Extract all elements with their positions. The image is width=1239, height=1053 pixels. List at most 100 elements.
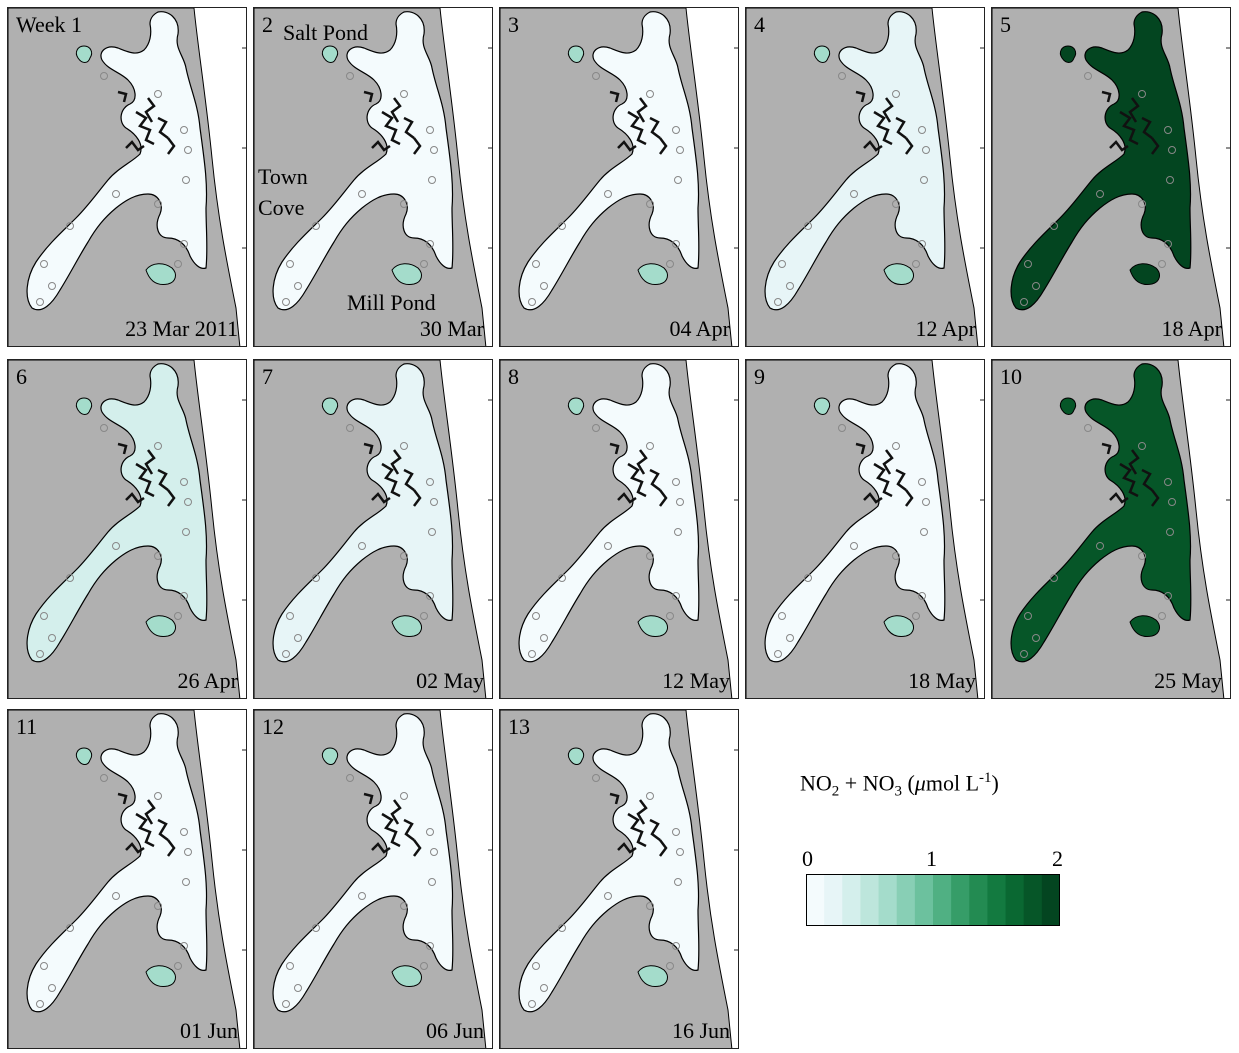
sampling-station: [892, 90, 900, 98]
date-label: 30 Mar: [419, 316, 484, 341]
sampling-station: [66, 574, 74, 582]
colorbar-swatch: [824, 874, 843, 926]
sampling-station: [804, 222, 812, 230]
date-label: 01 Jun: [179, 1018, 238, 1043]
date-label: 16 Jun: [671, 1018, 730, 1043]
colorbar-border: [806, 874, 1060, 926]
sampling-station: [40, 260, 48, 268]
sampling-station: [426, 942, 434, 950]
sampling-station: [666, 612, 674, 620]
sampling-station: [674, 528, 682, 536]
sampling-station: [182, 528, 190, 536]
week-label: 2: [262, 12, 273, 37]
week-label: 7: [262, 364, 273, 389]
sampling-station: [400, 552, 408, 560]
sampling-station: [528, 298, 536, 306]
colorbar-swatch: [951, 874, 970, 926]
sampling-station: [892, 442, 900, 450]
estuary-map: [992, 8, 1230, 346]
marsh-islands: [117, 90, 176, 155]
mill-pond-area: [883, 263, 914, 285]
sampling-station: [676, 146, 684, 154]
estuary-map: [500, 710, 738, 1048]
sampling-station: [36, 1000, 44, 1008]
sampling-station: [838, 72, 846, 80]
sampling-station: [1158, 612, 1166, 620]
estuary-water: [26, 11, 208, 311]
sampling-station: [604, 542, 612, 550]
sampling-station: [912, 260, 920, 268]
sampling-station: [286, 612, 294, 620]
sampling-station: [674, 176, 682, 184]
sampling-station: [540, 634, 548, 642]
sampling-station: [592, 774, 600, 782]
sampling-station: [346, 774, 354, 782]
sampling-station: [182, 176, 190, 184]
sampling-station: [428, 528, 436, 536]
estuary-map: [8, 710, 246, 1048]
sampling-station: [174, 612, 182, 620]
sampling-station: [182, 878, 190, 886]
sampling-station: [558, 924, 566, 932]
sampling-station: [1020, 298, 1028, 306]
sampling-station: [646, 442, 654, 450]
sampling-station: [40, 962, 48, 970]
mill-pond-area: [1129, 615, 1160, 637]
sampling-station: [358, 542, 366, 550]
week-label: 13: [508, 714, 530, 739]
mill-pond-area: [145, 263, 176, 285]
label-salt-pond: Salt Pond: [283, 20, 368, 45]
date-label: 04 Apr: [669, 316, 731, 341]
sampling-station: [540, 984, 548, 992]
sampling-station: [282, 1000, 290, 1008]
upper-pond: [75, 45, 93, 63]
sampling-station: [174, 962, 182, 970]
sampling-station: [778, 612, 786, 620]
map-panel-week-3: 3 04 Apr: [499, 7, 739, 347]
sampling-station: [592, 424, 600, 432]
sampling-station: [358, 892, 366, 900]
week-label: 4: [754, 12, 765, 37]
sampling-station: [786, 634, 794, 642]
map-panel-week-2: 2 30 Mar: [253, 7, 493, 347]
upper-pond: [321, 397, 339, 415]
sampling-station: [672, 126, 680, 134]
sampling-station: [180, 942, 188, 950]
sampling-station: [1032, 282, 1040, 290]
upper-pond: [1059, 397, 1077, 415]
upper-pond: [1059, 45, 1077, 63]
sampling-station: [286, 962, 294, 970]
map-panel-week-4: 4 12 Apr: [745, 7, 985, 347]
sampling-station: [346, 424, 354, 432]
sampling-station: [646, 90, 654, 98]
sampling-station: [358, 190, 366, 198]
colorbar-swatch: [914, 874, 934, 926]
sampling-station: [672, 478, 680, 486]
week-label: Week 1: [16, 12, 83, 37]
sampling-station: [1096, 542, 1104, 550]
colorbar-swatch: [1041, 874, 1060, 926]
upper-pond: [321, 45, 339, 63]
estuary-water: [272, 363, 454, 663]
sampling-station: [184, 848, 192, 856]
estuary-map: [8, 360, 246, 698]
sampling-station: [558, 574, 566, 582]
sampling-station: [674, 878, 682, 886]
estuary-water: [1010, 363, 1192, 663]
sampling-station: [428, 176, 436, 184]
sampling-station: [312, 222, 320, 230]
colorbar-swatch: [969, 874, 988, 926]
sampling-station: [430, 498, 438, 506]
colorbar-swatch: [878, 874, 898, 926]
label-mill-pond: Mill Pond: [347, 290, 436, 315]
sampling-station: [1168, 146, 1176, 154]
sampling-station: [1084, 424, 1092, 432]
sampling-station: [922, 498, 930, 506]
legend-title: NO2 + NO3 (μmol L-1): [800, 770, 999, 800]
sampling-station: [838, 424, 846, 432]
sampling-station: [1138, 442, 1146, 450]
marsh-islands: [363, 90, 422, 155]
sampling-station: [180, 828, 188, 836]
mill-pond-area: [391, 263, 422, 285]
sampling-station: [1020, 650, 1028, 658]
